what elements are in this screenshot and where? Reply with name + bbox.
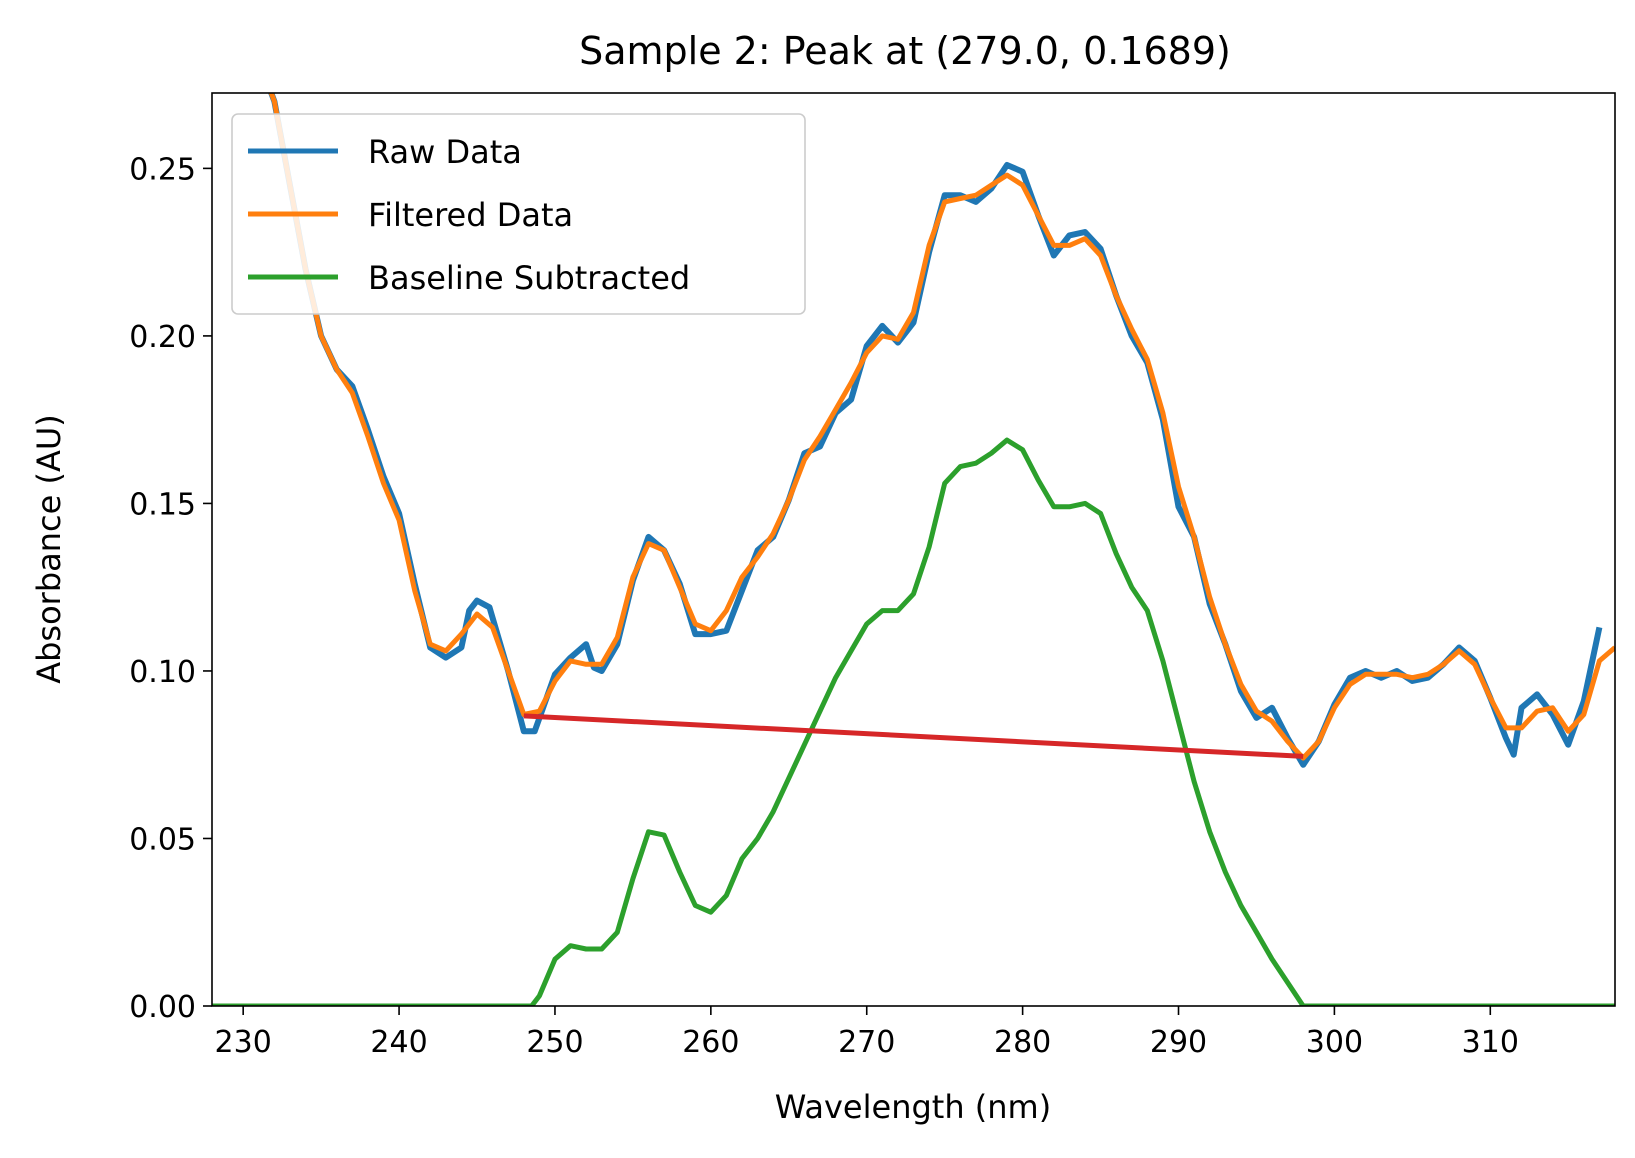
x-axis: 230 240 250 260 270 280 290 300 310: [215, 1006, 1519, 1060]
x-tick-label: 230: [215, 1025, 272, 1060]
x-tick-label: 260: [682, 1025, 739, 1060]
x-tick-label: 250: [526, 1025, 583, 1060]
series-layer: [212, 93, 1615, 1006]
x-tick-label: 310: [1462, 1025, 1519, 1060]
y-tick-label: 0.05: [129, 822, 196, 857]
x-tick-label: 270: [838, 1025, 895, 1060]
y-tick-label: 0.10: [129, 655, 196, 690]
x-tick-label: 290: [1150, 1025, 1207, 1060]
chart-title: Sample 2: Peak at (279.0, 0.1689): [579, 29, 1231, 73]
legend-label-baseline-subtracted: Baseline Subtracted: [368, 259, 690, 297]
plot-frame: [211, 92, 1616, 1007]
y-tick-label: 0.20: [129, 320, 196, 355]
x-tick-label: 300: [1306, 1025, 1363, 1060]
x-tick-label: 240: [370, 1025, 427, 1060]
series-line-filtered-data: [268, 93, 1615, 761]
y-axis-label: Absorbance (AU): [30, 414, 68, 684]
x-axis-label: Wavelength (nm): [775, 1088, 1051, 1126]
series-line-baseline-subtracted: [212, 437, 1615, 1006]
y-tick-label: 0.00: [129, 990, 196, 1025]
legend: Raw Data Filtered Data Baseline Subtract…: [231, 113, 806, 315]
y-tick-label: 0.25: [129, 152, 196, 187]
y-tick-label: 0.15: [129, 487, 196, 522]
y-axis: 0.00 0.05 0.10 0.15 0.20 0.25: [129, 152, 212, 1025]
x-tick-label: 280: [994, 1025, 1051, 1060]
legend-label-filtered-data: Filtered Data: [368, 196, 573, 234]
baseline-line: [523, 713, 1304, 759]
series-line-raw-data: [268, 93, 1603, 768]
legend-label-raw-data: Raw Data: [368, 133, 522, 171]
legend-frame: [231, 113, 806, 315]
